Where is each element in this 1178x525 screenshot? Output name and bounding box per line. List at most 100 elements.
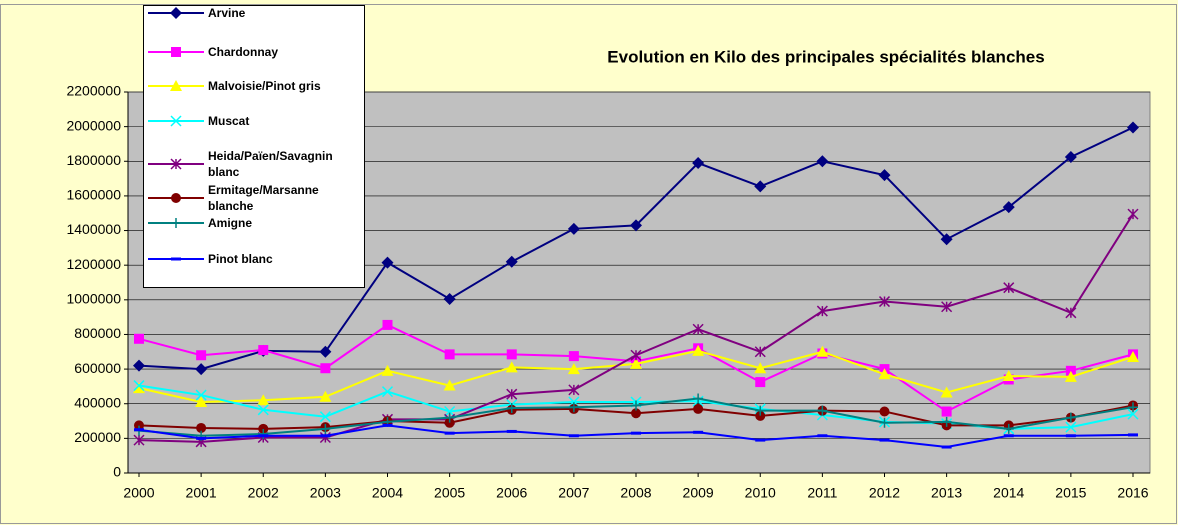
marker (320, 363, 331, 374)
legend-marker (170, 80, 182, 91)
marker (941, 301, 953, 313)
marker (631, 400, 641, 411)
y-tick-label: 2200000 (66, 83, 121, 99)
marker (816, 155, 829, 168)
marker (568, 384, 580, 396)
marker (693, 393, 704, 404)
marker (1065, 412, 1076, 423)
marker (630, 349, 642, 361)
marker (567, 363, 580, 375)
x-tick-label: 2012 (869, 485, 900, 501)
y-tick-label: 0 (113, 464, 121, 480)
y-tick-label: 400000 (74, 394, 121, 410)
legend-label: Pinot blanc (208, 252, 273, 266)
legend-marker (171, 193, 181, 203)
marker (443, 379, 456, 391)
legend-swatch (148, 193, 204, 203)
y-tick-label: 1800000 (66, 152, 121, 168)
legend-entry: Heida/Païen/Savagnin blanc (148, 149, 358, 179)
legend-marker (170, 7, 182, 19)
marker (133, 434, 145, 446)
legend-marker (171, 47, 181, 57)
marker (879, 417, 890, 428)
marker (258, 429, 269, 440)
marker (754, 346, 766, 358)
marker (1064, 370, 1077, 382)
legend-entry: Ermitage/Marsanne blanche (148, 183, 358, 213)
marker (631, 408, 641, 419)
legend-label: Amigne (208, 216, 253, 230)
marker (195, 395, 208, 407)
x-tick-label: 2014 (993, 485, 1024, 501)
x-tick-label: 2011 (807, 485, 837, 501)
marker (133, 382, 145, 394)
marker (568, 402, 579, 413)
marker (505, 361, 518, 373)
marker (196, 350, 207, 361)
marker (816, 305, 828, 317)
marker (443, 292, 456, 305)
legend-entry: Pinot blanc (148, 244, 358, 274)
legend-swatch (148, 7, 204, 19)
legend-entry: Chardonnay (148, 37, 358, 67)
marker (444, 417, 455, 428)
marker (1065, 307, 1077, 319)
marker (444, 349, 455, 360)
marker (755, 410, 766, 421)
legend-marker (171, 218, 181, 228)
marker (817, 405, 828, 416)
marker (630, 219, 642, 232)
legend: Arvine Chardonnay Malvoisie/Pinot gris Musc… (143, 5, 365, 288)
marker (755, 377, 766, 388)
marker (1065, 365, 1076, 376)
marker (941, 416, 952, 427)
marker (754, 362, 767, 374)
marker (1127, 350, 1139, 362)
marker (319, 431, 331, 444)
legend-swatch (148, 218, 204, 228)
legend-entry: Malvoisie/Pinot gris (148, 71, 358, 101)
legend-marker (170, 158, 182, 170)
marker (506, 349, 517, 360)
legend-entry: Muscat (148, 106, 358, 136)
legend-swatch (148, 158, 204, 170)
marker (257, 394, 270, 406)
y-tick-label: 1400000 (66, 221, 121, 237)
marker (1064, 150, 1077, 163)
y-tick-label: 1600000 (66, 187, 121, 203)
marker (257, 404, 269, 416)
x-tick-label: 2015 (1055, 485, 1086, 501)
marker (1127, 208, 1139, 220)
marker (878, 368, 891, 380)
marker (381, 256, 394, 269)
x-tick-label: 2008 (620, 485, 651, 501)
marker (319, 411, 331, 423)
marker (1127, 121, 1139, 134)
x-tick-label: 2004 (372, 485, 403, 501)
marker (1002, 201, 1015, 214)
x-tick-label: 2003 (310, 485, 341, 501)
marker (1065, 421, 1077, 433)
marker (692, 157, 705, 170)
marker (195, 363, 208, 376)
marker (568, 351, 579, 362)
marker (382, 319, 393, 330)
legend-label: Chardonnay (208, 45, 279, 59)
legend-label: Malvoisie/Pinot gris (208, 79, 321, 93)
marker (567, 222, 580, 235)
x-tick-label: 2007 (558, 485, 589, 501)
marker (693, 403, 704, 414)
legend-swatch (148, 257, 204, 261)
legend-entry: Amigne (148, 208, 358, 238)
legend-swatch (148, 80, 204, 91)
x-tick-label: 2013 (931, 485, 962, 501)
x-tick-label: 2002 (248, 485, 279, 501)
y-tick-label: 200000 (74, 429, 121, 445)
chart-title: Evolution en Kilo des principales spécia… (607, 47, 1044, 66)
marker (319, 345, 332, 358)
marker (506, 388, 518, 400)
marker (1127, 408, 1139, 420)
marker (506, 403, 517, 414)
marker (320, 423, 331, 434)
marker (134, 420, 144, 431)
